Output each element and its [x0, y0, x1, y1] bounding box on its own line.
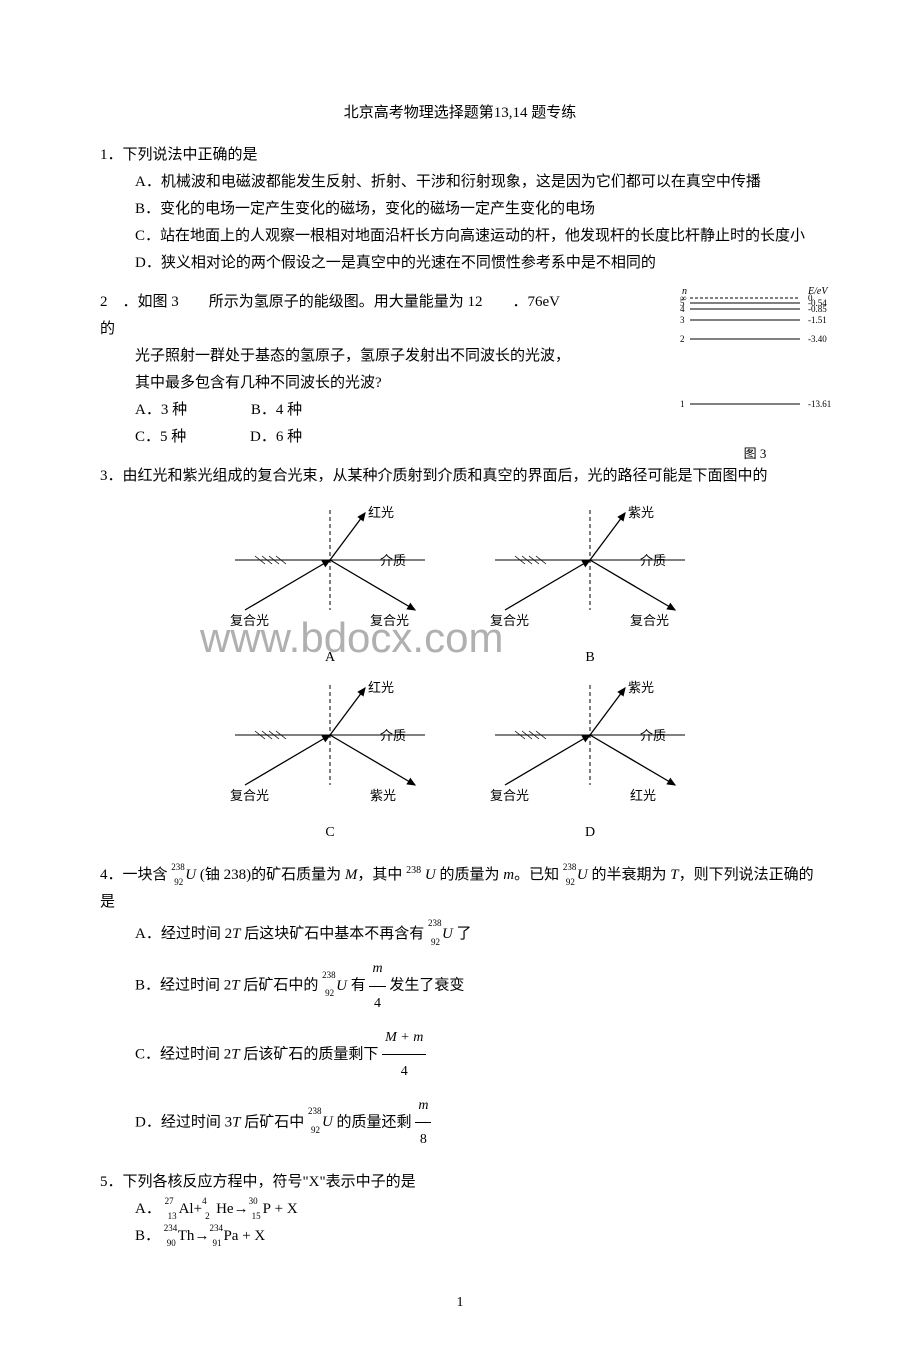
- q1-option-d: D．狭义相对论的两个假设之一是真空中的光速在不同惯性参考系中是不相同的: [135, 250, 820, 277]
- question-3: 3．由红光和紫光组成的复合光束，从某种介质射到介质和真空的界面后，光的路径可能是…: [100, 463, 820, 850]
- q3-diagram-C: 复合光红光介质紫光C: [220, 680, 440, 845]
- q4-num: 4．: [100, 867, 123, 883]
- svg-text:介质: 介质: [380, 728, 406, 743]
- svg-text:介质: 介质: [640, 728, 666, 743]
- q3-num: 3．: [100, 468, 123, 484]
- svg-text:复合光: 复合光: [230, 613, 269, 628]
- page-title: 北京高考物理选择题第13,14 题专练: [100, 100, 820, 127]
- svg-text:红光: 红光: [368, 680, 394, 695]
- energy-level-diagram: E/eV n ∞0 5-0.54 4-0.85 3-1.51 2-3.40 1-…: [670, 284, 840, 465]
- svg-text:紫光: 紫光: [628, 680, 654, 695]
- page-number: 1: [100, 1290, 820, 1315]
- q2-option-d: D．6 种: [250, 424, 302, 451]
- q2-stem2: 光子照射一群处于基态的氢原子，氢原子发射出不同波长的光波，其中最多包含有几种不同…: [135, 343, 580, 397]
- svg-text:4: 4: [680, 304, 685, 314]
- svg-text:-3.40: -3.40: [808, 334, 827, 344]
- q4-option-a: A．经过时间 2T 后这块矿石中基本不再含有 23892U 了: [135, 916, 820, 952]
- svg-text:红光: 红光: [368, 505, 394, 520]
- q4-option-c: C．经过时间 2T 后该矿石的质量剩下 M + m4: [135, 1021, 820, 1089]
- q4-option-b: B．经过时间 2T 后矿石中的 23892U 有 m4 发生了衰变: [135, 952, 820, 1020]
- q3-diagram-A: 复合光红光介质复合光A: [220, 505, 440, 670]
- svg-text:复合光: 复合光: [370, 613, 409, 628]
- question-5: 5．下列各核反应方程中，符号"X"表示中子的是 A． 2713Al+42He→3…: [100, 1169, 820, 1250]
- svg-text:-1.51: -1.51: [808, 315, 827, 325]
- svg-text:介质: 介质: [380, 553, 406, 568]
- question-1: 1．下列说法中正确的是 A．机械波和电磁波都能发生反射、折射、干涉和衍射现象，这…: [100, 142, 820, 277]
- figure-3-caption: 图 3: [670, 442, 840, 465]
- q1-option-a: A．机械波和电磁波都能发生反射、折射、干涉和衍射现象，这是因为它们都可以在真空中…: [135, 169, 820, 196]
- question-4: 4．一块含 23892U (铀 238)的矿石质量为 M，其中 238 U 的质…: [100, 862, 820, 1157]
- q1-option-c: C．站在地面上的人观察一根相对地面沿杆长方向高速运动的杆，他发现杆的长度比杆静止…: [135, 223, 820, 250]
- q1-stem: 下列说法中正确的是: [123, 147, 258, 163]
- q4-option-d: D．经过时间 3T 后矿石中 23892U 的质量还剩 m8: [135, 1089, 820, 1157]
- svg-text:复合光: 复合光: [490, 613, 529, 628]
- q1-option-b: B．变化的电场一定产生变化的磁场，变化的磁场一定产生变化的电场: [135, 196, 820, 223]
- question-2: 2 ．如图 3 所示为氢原子的能级图。用大量能量为 12 ．76eV 的 光子照…: [100, 289, 820, 451]
- svg-text:-13.61: -13.61: [808, 399, 831, 409]
- svg-text:-0.85: -0.85: [808, 304, 827, 314]
- svg-text:紫光: 紫光: [628, 505, 654, 520]
- svg-text:复合光: 复合光: [230, 788, 269, 803]
- svg-text:1: 1: [680, 399, 685, 409]
- u238-2: 23892U: [577, 862, 588, 889]
- q3-diagram-B: 复合光紫光介质复合光B: [480, 505, 700, 670]
- svg-text:红光: 红光: [630, 788, 656, 803]
- q2-num: 2 ．: [100, 294, 138, 310]
- q5-option-a: A． 2713Al+42He→3015P + X: [135, 1196, 820, 1223]
- q1-num: 1．: [100, 147, 123, 163]
- svg-text:介质: 介质: [640, 553, 666, 568]
- q5-stem: 下列各核反应方程中，符号"X"表示中子的是: [123, 1174, 416, 1190]
- svg-text:复合光: 复合光: [630, 613, 669, 628]
- svg-text:3: 3: [680, 315, 685, 325]
- q5-option-b: B． 23490Th→23491Pa + X: [135, 1223, 820, 1250]
- svg-text:2: 2: [680, 334, 685, 344]
- q2-option-c: C．5 种: [135, 424, 186, 451]
- q3-diagram-D: 复合光紫光介质红光D: [480, 680, 700, 845]
- u238-1: 23892U: [185, 862, 196, 889]
- q5-num: 5．: [100, 1174, 123, 1190]
- svg-text:紫光: 紫光: [370, 788, 396, 803]
- svg-text:复合光: 复合光: [490, 788, 529, 803]
- q2-option-a: A．3 种: [135, 397, 187, 424]
- q3-stem: 由红光和紫光组成的复合光束，从某种介质射到介质和真空的界面后，光的路径可能是下面…: [123, 468, 768, 484]
- q2-stem1: 如图 3 所示为氢原子的能级图。用大量能量为 12 ．76eV 的: [100, 294, 590, 337]
- q2-option-b: B．4 种: [251, 397, 302, 424]
